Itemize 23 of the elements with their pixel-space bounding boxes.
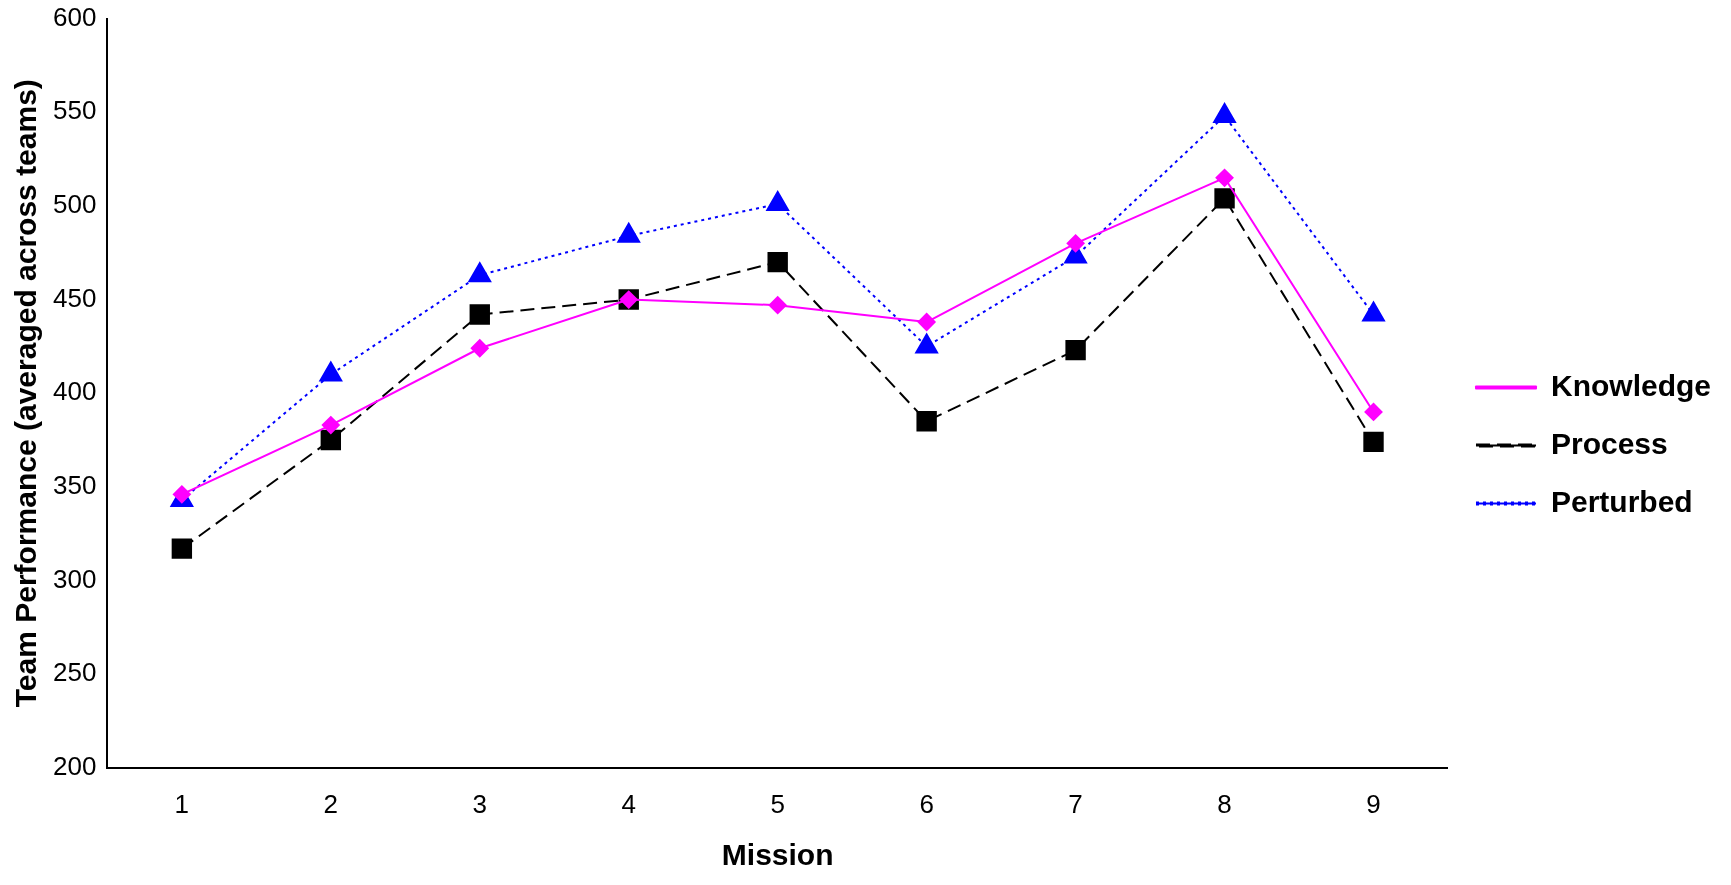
y-tick-label: 350	[52, 470, 97, 501]
x-tick-label: 2	[323, 788, 339, 819]
x-tick-label: 4	[621, 788, 636, 819]
legend-label: Perturbed	[1551, 484, 1693, 518]
y-tick-label: 400	[52, 376, 97, 407]
y-tick-label: 550	[52, 95, 97, 126]
x-tick-label: 1	[174, 788, 190, 819]
y-tick-label: 600	[52, 1, 97, 32]
legend-label: Process	[1551, 426, 1668, 460]
y-tick-label: 500	[52, 189, 97, 220]
y-axis-title: Team Performance (averaged across teams)	[9, 79, 43, 708]
y-tick-label: 300	[52, 563, 97, 594]
x-tick-label: 3	[472, 788, 488, 819]
y-tick-label: 250	[52, 657, 97, 688]
x-tick-label: 8	[1217, 788, 1232, 819]
y-tick-label: 200	[52, 750, 97, 781]
legend-label: Knowledge	[1551, 368, 1712, 402]
x-tick-label: 7	[1068, 788, 1083, 819]
y-tick-label: 450	[52, 282, 97, 313]
x-tick-label: 9	[1366, 788, 1381, 819]
x-tick-label: 5	[770, 788, 785, 819]
x-axis-title: Mission	[721, 838, 834, 872]
x-tick-label: 6	[919, 788, 934, 819]
